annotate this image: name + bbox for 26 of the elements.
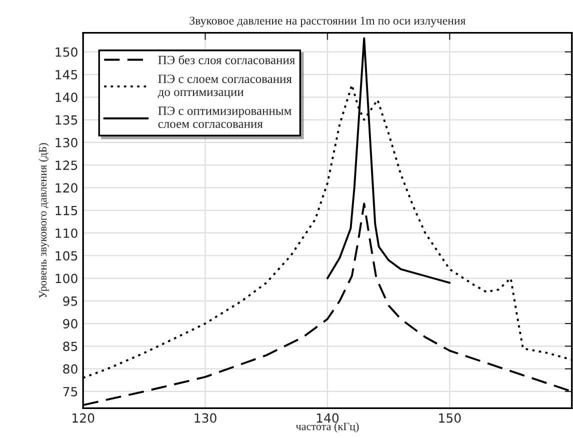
- y-tick-label: 150: [56, 47, 78, 57]
- y-axis-title: Уровень звукового давления (дБ): [38, 143, 49, 298]
- y-tick-label: 135: [56, 115, 78, 125]
- y-tick-label: 85: [63, 342, 78, 352]
- x-tick-label: 120: [72, 413, 94, 423]
- y-tick-label: 140: [56, 92, 78, 102]
- y-tick-label: 100: [56, 274, 78, 284]
- legend-label: ПЭ с оптимизированным слоем согласования: [158, 106, 292, 128]
- y-tick-label: 120: [56, 183, 78, 193]
- legend-label: ПЭ с слоем согласования до оптимизации: [158, 74, 292, 98]
- x-tick-label: 130: [194, 413, 216, 423]
- y-tick-label: 125: [56, 160, 78, 170]
- y-tick-label: 145: [56, 70, 78, 80]
- y-tick-label: 110: [56, 228, 78, 238]
- x-axis-title: частота (кГц): [296, 422, 359, 432]
- y-tick-label: 95: [63, 296, 78, 306]
- y-tick-label: 105: [56, 251, 78, 261]
- y-tick-label: 115: [56, 206, 78, 216]
- y-tick-label: 130: [56, 138, 78, 148]
- chart-title: Звуковое давление на расстоянии 1m по оси излучения: [190, 16, 466, 28]
- y-tick-label: 90: [63, 319, 78, 328]
- y-tick-label: 80: [63, 364, 78, 374]
- x-tick-label: 150: [439, 413, 461, 423]
- legend-label: ПЭ без слоя согласования: [158, 55, 295, 64]
- x-tick-label: 140: [316, 413, 339, 423]
- y-tick-label: 75: [63, 387, 78, 396]
